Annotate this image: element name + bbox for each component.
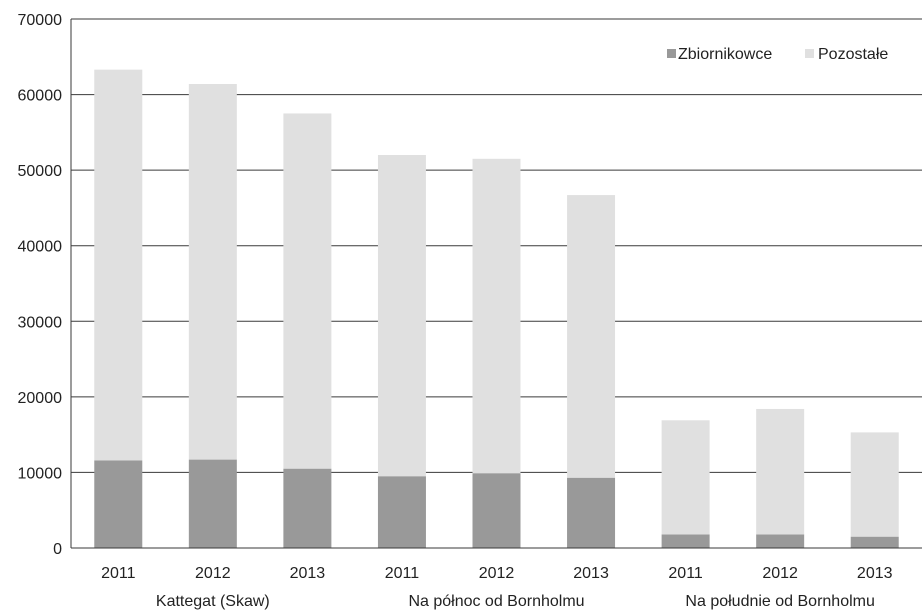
bar-zbiornikowce [188, 459, 237, 548]
bar-pozostale [472, 158, 521, 474]
y-tick-label: 50000 [18, 163, 63, 180]
x-axis-group-labels: Kattegat (Skaw) Na północ od Bornholmu Na … [156, 593, 875, 610]
legend: Zbiornikowce Pozostałe [667, 46, 888, 63]
x-group-label: Na północ od Bornholmu [408, 593, 584, 610]
bar-zbiornikowce [283, 468, 332, 548]
y-tick-label: 30000 [18, 314, 63, 331]
legend-swatch-zbiornikowce [667, 49, 676, 58]
x-axis-ticks: 2011 2012 2013 2011 2012 2013 2011 2012 2013 [101, 565, 893, 582]
bar-pozostale [188, 83, 237, 460]
bar-zbiornikowce [472, 473, 521, 548]
bar-zbiornikowce [377, 476, 426, 548]
bar-zbiornikowce [850, 536, 899, 548]
x-tick-label: 2013 [290, 565, 326, 582]
bar-zbiornikowce [94, 460, 143, 548]
x-tick-label: 2012 [479, 565, 515, 582]
y-tick-label: 40000 [18, 239, 63, 256]
x-tick-label: 2011 [101, 565, 136, 582]
y-tick-label: 60000 [18, 88, 63, 105]
bar-zbiornikowce [661, 534, 710, 548]
bar-zbiornikowce [756, 534, 805, 548]
x-tick-label: 2011 [668, 565, 703, 582]
axes [70, 19, 922, 549]
x-tick-label: 2013 [857, 565, 893, 582]
bar-pozostale [283, 113, 332, 469]
bar-pozostale [94, 69, 143, 461]
x-tick-label: 2012 [762, 565, 798, 582]
bar-pozostale [661, 420, 710, 535]
y-axis-ticks: 0 10000 20000 30000 40000 50000 60000 70000 [18, 12, 63, 558]
x-tick-label: 2013 [573, 565, 609, 582]
y-tick-label: 20000 [18, 390, 63, 407]
bar-pozostale [756, 408, 805, 535]
legend-swatch-pozostale [805, 49, 814, 58]
legend-label-pozostale: Pozostałe [818, 46, 888, 63]
bar-pozostale [567, 195, 616, 478]
x-tick-label: 2012 [195, 565, 231, 582]
bar-pozostale [850, 432, 899, 537]
y-tick-label: 10000 [18, 465, 63, 482]
bar-zbiornikowce [567, 477, 616, 548]
legend-label-zbiornikowce: Zbiornikowce [678, 46, 772, 63]
bars [94, 69, 899, 548]
y-tick-label: 0 [53, 541, 62, 558]
x-tick-label: 2011 [385, 565, 420, 582]
x-group-label: Kattegat (Skaw) [156, 593, 270, 610]
y-tick-label: 70000 [18, 12, 63, 29]
x-group-label: Na południe od Bornholmu [685, 593, 874, 610]
bar-pozostale [377, 155, 426, 477]
